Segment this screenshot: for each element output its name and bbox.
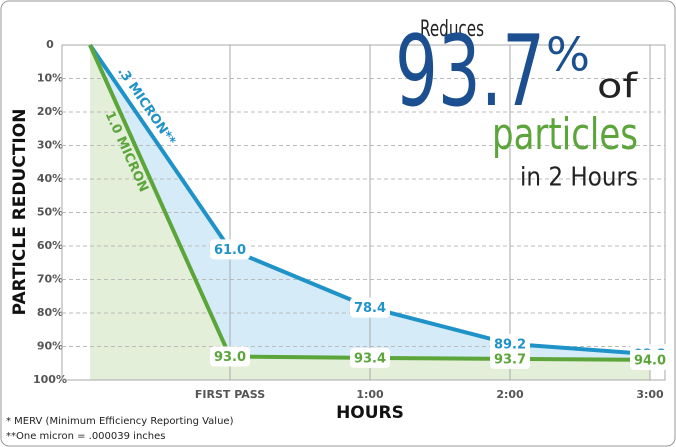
y-tick-label: 60%	[37, 239, 63, 252]
footnote: **One micron = .000039 inches	[6, 431, 166, 442]
x-tick-label: 2:00	[496, 388, 524, 401]
annotation: particles	[492, 109, 638, 160]
data-label-box	[490, 348, 530, 369]
y-tick-label: 80%	[37, 306, 63, 319]
x-tick-label: 1:00	[356, 388, 384, 401]
data-label-box	[350, 347, 390, 368]
y-tick-label: 20%	[37, 105, 63, 118]
y-axis-label: PARTICLE REDUCTION	[10, 109, 30, 316]
y-tick-label: 0	[46, 38, 54, 51]
x-axis-label: HOURS	[336, 403, 404, 423]
data-label-box	[210, 346, 250, 367]
data-label: 93.7	[494, 352, 526, 367]
footnote: * MERV (Minimum Efficiency Reporting Val…	[6, 416, 234, 427]
y-tick-label: 40%	[37, 172, 63, 185]
annotation: Reduces	[420, 17, 484, 42]
annotation: in 2 Hours	[520, 163, 638, 193]
y-tick-label: 100%	[33, 373, 67, 386]
y-tick-label: 70%	[37, 273, 63, 286]
data-label: 78.4	[354, 301, 386, 316]
data-label: 93.0	[214, 350, 246, 365]
data-label: 89.2	[494, 337, 526, 352]
y-tick-label: 10%	[37, 72, 63, 85]
x-tick-label: 3:00	[636, 388, 664, 401]
data-label: 93.4	[354, 351, 386, 366]
y-tick-label: 50%	[37, 206, 63, 219]
plot-border	[61, 44, 666, 381]
y-tick-label: 30%	[37, 139, 63, 152]
y-tick-label: 90%	[37, 340, 63, 353]
data-label-box	[350, 297, 390, 318]
data-label-box	[210, 239, 250, 260]
data-label-box	[490, 333, 530, 354]
annotation: of	[597, 67, 638, 107]
annotation: %	[546, 28, 590, 82]
x-tick-label: FIRST PASS	[195, 388, 265, 401]
annotation: 93.7	[395, 15, 545, 129]
data-label: 61.0	[214, 243, 246, 258]
data-label: 94.0	[634, 353, 666, 368]
data-label-box	[630, 349, 670, 370]
